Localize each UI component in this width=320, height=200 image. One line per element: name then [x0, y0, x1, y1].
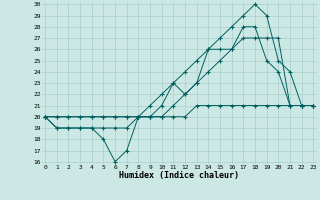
X-axis label: Humidex (Indice chaleur): Humidex (Indice chaleur) — [119, 171, 239, 180]
